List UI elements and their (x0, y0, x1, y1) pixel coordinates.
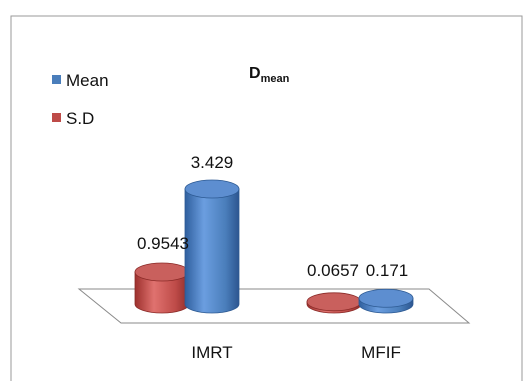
bar-mfif-mean (358, 288, 414, 314)
bar-top (184, 179, 240, 199)
data-label-mfif-mean: 0.171 (366, 261, 409, 280)
chart-border (10, 15, 523, 381)
legend: Mean S.D (52, 71, 109, 128)
legend-label-sd: S.D (66, 109, 94, 128)
chart-title-sub: mean (261, 73, 290, 85)
bar-imrt-sd (134, 262, 190, 314)
data-label-imrt-mean: 3.429 (191, 153, 234, 172)
category-label-mfif: MFIF (361, 343, 401, 362)
chart-title: Dmean (249, 65, 290, 85)
bar-top (306, 292, 362, 312)
bar-top (134, 262, 190, 282)
legend-swatch-sd (52, 113, 61, 122)
category-axis: IMRT MFIF (191, 343, 400, 362)
bars-layer (134, 179, 414, 314)
bar-body (184, 188, 240, 314)
data-labels: 0.9543 3.429 0.0657 0.171 (137, 153, 408, 280)
bar-mfif-sd (306, 292, 362, 314)
chart-title-main: D (249, 65, 261, 82)
data-label-mfif-sd: 0.0657 (307, 261, 359, 280)
category-label-imrt: IMRT (191, 343, 232, 362)
bar-imrt-mean (184, 179, 240, 314)
legend-swatch-mean (52, 75, 61, 84)
bar-top (358, 288, 414, 308)
legend-label-mean: Mean (66, 71, 109, 90)
data-label-imrt-sd: 0.9543 (137, 234, 189, 253)
